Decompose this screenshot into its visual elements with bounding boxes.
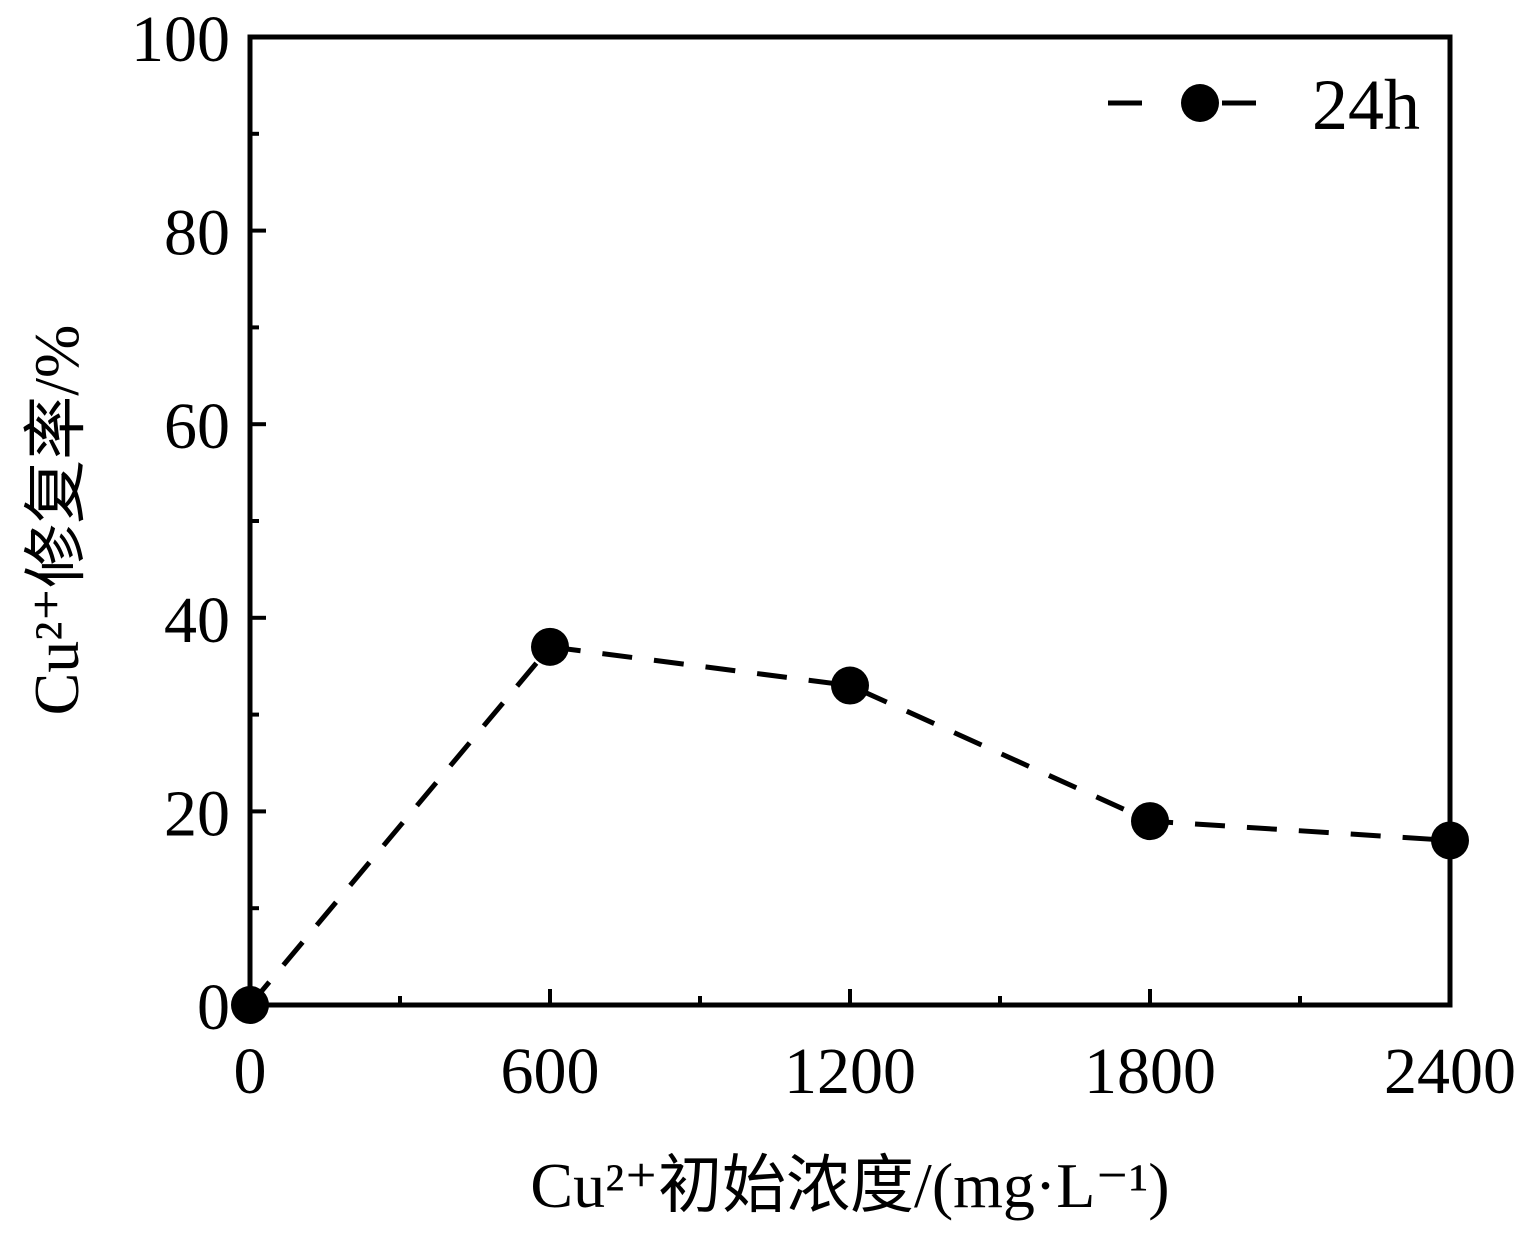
data-point bbox=[831, 666, 869, 705]
legend: 24h bbox=[1108, 65, 1420, 145]
series bbox=[231, 627, 1469, 1024]
y-axis-label-text: Cu²⁺修复率/% bbox=[21, 325, 92, 716]
x-tick-label: 1800 bbox=[1084, 1035, 1216, 1108]
y-tick-label: 40 bbox=[164, 584, 230, 657]
x-axis-label-text: Cu²⁺初始浓度/(mg·L⁻¹) bbox=[530, 1150, 1169, 1221]
legend-label: 24h bbox=[1312, 65, 1420, 145]
y-tick-label: 60 bbox=[164, 390, 230, 463]
data-point bbox=[531, 627, 569, 666]
y-tick-label: 20 bbox=[164, 777, 230, 850]
data-point bbox=[231, 986, 269, 1024]
ticks: 0 600 1200 1800 2400 0 20 40 60 80 100 bbox=[131, 3, 1516, 1108]
axes bbox=[247, 34, 1453, 1008]
data-point bbox=[1431, 821, 1469, 860]
x-tick-label: 2400 bbox=[1384, 1035, 1516, 1108]
legend-marker bbox=[1181, 84, 1219, 122]
x-axis-label: Cu²⁺初始浓度/(mg·L⁻¹) bbox=[530, 1150, 1169, 1221]
series-line bbox=[248, 644, 1451, 1007]
plot-frame bbox=[247, 34, 1453, 1008]
x-tick-label: 1200 bbox=[784, 1035, 916, 1108]
y-tick-label: 100 bbox=[131, 3, 230, 76]
data-point bbox=[1131, 802, 1169, 841]
x-tick-label: 0 bbox=[234, 1035, 267, 1108]
x-tick-label: 600 bbox=[501, 1035, 600, 1108]
y-tick-label: 0 bbox=[197, 971, 230, 1044]
y-axis-label: Cu²⁺修复率/% bbox=[21, 325, 92, 716]
y-tick-label: 80 bbox=[164, 197, 230, 270]
